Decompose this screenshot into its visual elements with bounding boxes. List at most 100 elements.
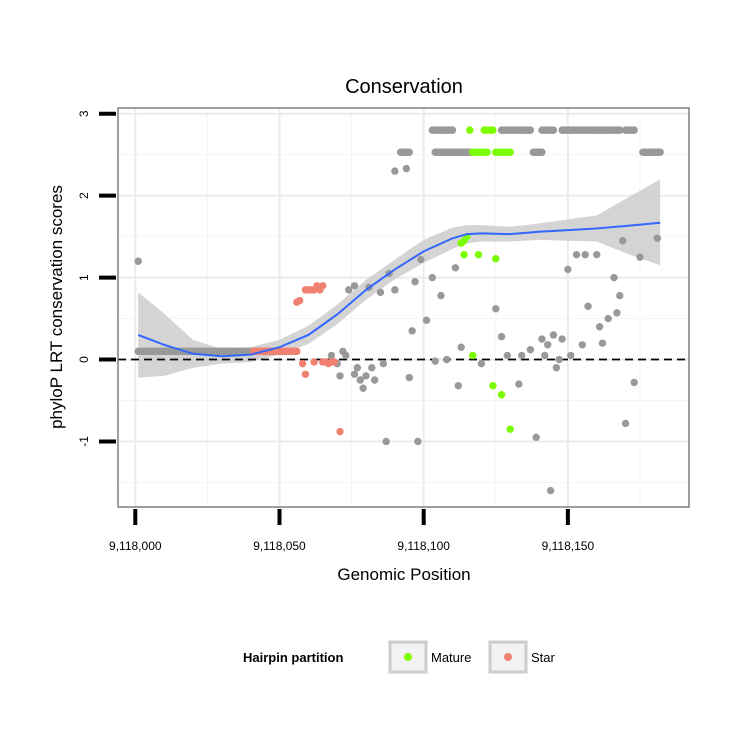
star-point bbox=[301, 370, 310, 378]
other-point bbox=[368, 364, 376, 372]
x-tick-label: 9,118,050 bbox=[253, 539, 306, 553]
other-point bbox=[613, 309, 621, 317]
other-point bbox=[428, 273, 437, 282]
other-point bbox=[604, 314, 612, 323]
other-point bbox=[538, 335, 546, 343]
smooth-fit-group bbox=[137, 221, 661, 358]
legend-key-star bbox=[488, 640, 528, 674]
y-axis: -1 0 1 2 3 bbox=[77, 110, 116, 447]
other-point bbox=[541, 351, 549, 360]
y-tick-label: -1 bbox=[77, 436, 91, 447]
other-point bbox=[515, 380, 523, 388]
y-axis-title: phyloP LRT conservation scores bbox=[47, 185, 66, 429]
legend: Hairpin partition Mature Star bbox=[243, 640, 556, 674]
other-point bbox=[636, 253, 644, 261]
mature-point bbox=[489, 382, 497, 390]
other-point bbox=[621, 419, 630, 428]
other-point bbox=[492, 305, 500, 313]
confidence-band bbox=[138, 179, 661, 378]
x-axis-title: Genomic Position bbox=[337, 565, 470, 584]
mature-point bbox=[469, 351, 477, 360]
other-point bbox=[630, 378, 638, 387]
legend-entry-star: Star bbox=[488, 640, 556, 674]
x-tick-label: 9,118,000 bbox=[109, 539, 162, 553]
other-point bbox=[584, 302, 592, 310]
y-tick-label: 2 bbox=[77, 192, 91, 199]
other-point bbox=[443, 355, 451, 364]
star-point bbox=[298, 359, 307, 368]
other-point bbox=[454, 382, 462, 390]
other-point bbox=[391, 286, 399, 294]
other-point bbox=[448, 126, 457, 134]
other-point bbox=[370, 376, 379, 384]
other-point bbox=[431, 357, 439, 365]
mature-point bbox=[460, 250, 468, 259]
y-tick-label: 1 bbox=[77, 274, 91, 281]
other-point bbox=[549, 126, 558, 134]
other-point bbox=[457, 343, 465, 351]
other-point bbox=[497, 332, 506, 341]
other-point bbox=[437, 291, 445, 300]
other-point bbox=[549, 331, 558, 339]
other-point bbox=[342, 351, 350, 360]
data-points bbox=[134, 126, 664, 495]
legend-key-mature bbox=[388, 640, 428, 674]
mature-point bbox=[474, 250, 483, 259]
x-tick-label: 9,118,100 bbox=[397, 539, 450, 553]
other-point bbox=[405, 148, 413, 156]
x-axis: 9,118,000 9,118,050 9,118,100 9,118,150 bbox=[109, 509, 594, 553]
star-point bbox=[310, 358, 318, 366]
star-point bbox=[295, 296, 304, 305]
other-point bbox=[353, 364, 362, 372]
mature-point bbox=[483, 148, 491, 156]
other-point bbox=[345, 286, 353, 294]
star-point bbox=[293, 347, 301, 356]
other-point bbox=[134, 257, 142, 265]
other-point bbox=[526, 345, 535, 354]
mature-point bbox=[497, 391, 506, 399]
x-tick-label: 9,118,150 bbox=[542, 539, 595, 553]
confidence-band-group bbox=[138, 179, 661, 378]
other-point bbox=[376, 288, 385, 297]
other-point bbox=[526, 126, 535, 134]
legend-dot-star bbox=[504, 653, 512, 661]
other-point bbox=[572, 250, 581, 259]
other-point bbox=[610, 273, 618, 282]
other-point bbox=[598, 339, 607, 347]
other-point bbox=[618, 237, 627, 245]
mature-point bbox=[506, 425, 514, 433]
other-point bbox=[359, 384, 367, 392]
other-point bbox=[411, 277, 419, 286]
other-point bbox=[391, 167, 399, 175]
legend-title: Hairpin partition bbox=[243, 650, 343, 665]
other-point bbox=[532, 433, 540, 442]
mature-point bbox=[492, 255, 500, 263]
other-point bbox=[477, 359, 486, 368]
other-point bbox=[356, 376, 364, 384]
chart-title: Conservation bbox=[345, 76, 463, 98]
other-point bbox=[350, 282, 359, 290]
other-point bbox=[653, 234, 661, 242]
other-point bbox=[408, 327, 416, 335]
other-point bbox=[327, 351, 336, 360]
star-point bbox=[330, 358, 338, 366]
other-point bbox=[422, 316, 431, 324]
legend-label-star: Star bbox=[531, 650, 556, 665]
legend-entry-mature: Mature bbox=[388, 640, 471, 674]
other-point bbox=[405, 373, 413, 382]
mature-point bbox=[466, 126, 474, 134]
legend-dot-mature bbox=[404, 653, 412, 661]
other-point bbox=[578, 341, 586, 349]
smooth-fit-line bbox=[137, 221, 661, 358]
other-point bbox=[451, 264, 460, 272]
other-point bbox=[595, 323, 604, 331]
other-point bbox=[593, 250, 601, 259]
mature-point bbox=[506, 148, 514, 156]
other-point bbox=[379, 359, 388, 368]
y-tick-label: 0 bbox=[77, 356, 91, 363]
other-point bbox=[567, 351, 575, 360]
other-point bbox=[362, 372, 370, 380]
other-point bbox=[616, 126, 624, 134]
other-point bbox=[630, 126, 638, 134]
